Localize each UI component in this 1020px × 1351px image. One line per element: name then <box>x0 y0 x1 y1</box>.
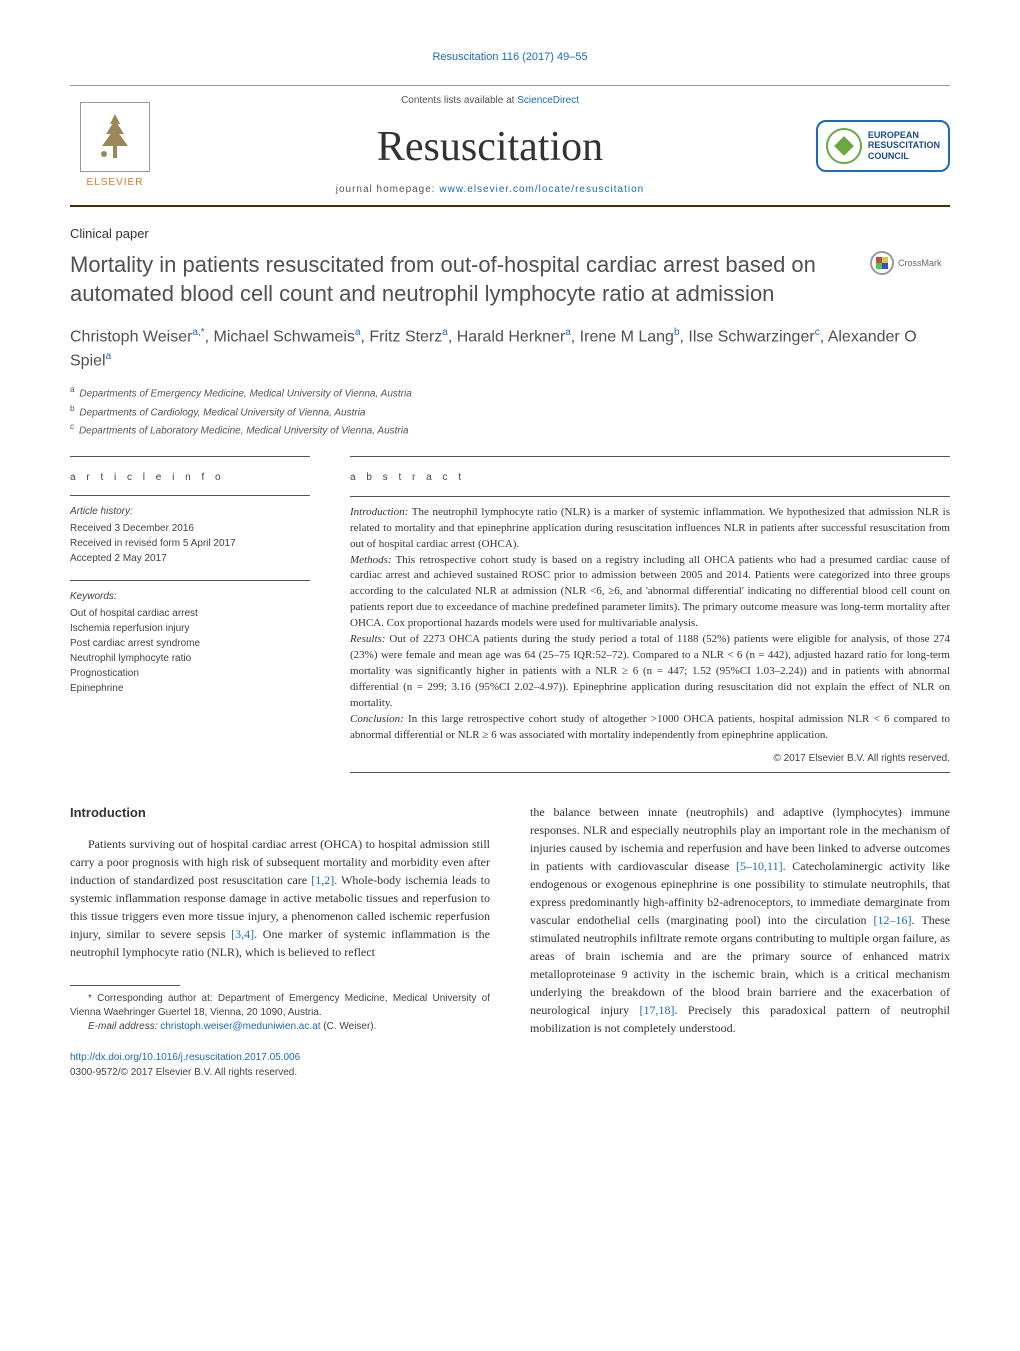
intro-paragraph-1: Patients surviving out of hospital cardi… <box>70 835 490 961</box>
citation-link[interactable]: [1,2] <box>311 873 334 887</box>
methods-text: This retrospective cohort study is based… <box>350 554 950 630</box>
authors-list: Christoph Weisera,*, Michael Schwameisa,… <box>70 325 950 374</box>
doi-link[interactable]: http://dx.doi.org/10.1016/j.resuscitatio… <box>70 1052 300 1063</box>
history-accepted: Accepted 2 May 2017 <box>70 551 310 566</box>
history-revised: Received in revised form 5 April 2017 <box>70 536 310 551</box>
conclusion-text: In this large retrospective cohort study… <box>350 713 950 741</box>
history-received: Received 3 December 2016 <box>70 521 310 536</box>
crossmark-icon <box>870 251 894 275</box>
doi-block: http://dx.doi.org/10.1016/j.resuscitatio… <box>70 1050 490 1080</box>
keywords-heading: Keywords: <box>70 589 310 604</box>
intro-text: The neutrophil lymphocyte ratio (NLR) is… <box>350 506 950 550</box>
journal-title: Resuscitation <box>160 118 820 177</box>
keyword-item: Prognostication <box>70 666 310 681</box>
crossmark-badge[interactable]: CrossMark <box>870 251 950 275</box>
article-info-label: a r t i c l e i n f o <box>70 471 310 485</box>
erc-line3: COUNCIL <box>868 151 940 162</box>
intro-paragraph-2: the balance between innate (neutrophils)… <box>530 803 950 1037</box>
erc-logo: EUROPEAN RESUSCITATION COUNCIL <box>820 94 950 197</box>
citation-link[interactable]: [3,4] <box>231 927 254 941</box>
article-info-panel: a r t i c l e i n f o Article history: R… <box>70 471 310 773</box>
divider <box>350 772 950 773</box>
elsevier-label: ELSEVIER <box>87 176 144 190</box>
corresponding-author: * Corresponding author at: Department of… <box>70 992 490 1020</box>
affiliation-line: c Departments of Laboratory Medicine, Me… <box>70 420 950 438</box>
email-label: E-mail address: <box>88 1021 160 1032</box>
abstract-copyright: © 2017 Elsevier B.V. All rights reserved… <box>350 752 950 767</box>
email-link[interactable]: christoph.weiser@meduniwien.ac.at <box>160 1021 320 1032</box>
keyword-item: Neutrophil lymphocyte ratio <box>70 651 310 666</box>
citation-link[interactable]: [17,18] <box>640 1003 675 1017</box>
abstract-panel: a b s t r a c t Introduction: The neutro… <box>350 471 950 773</box>
conclusion-run-in: Conclusion: <box>350 713 404 725</box>
homepage-line: journal homepage: www.elsevier.com/locat… <box>160 183 820 197</box>
paper-type: Clinical paper <box>70 225 950 243</box>
keyword-item: Post cardiac arrest syndrome <box>70 636 310 651</box>
elsevier-tree-icon <box>80 102 150 172</box>
erc-line2: RESUSCITATION <box>868 140 940 151</box>
intro-run-in: Introduction: <box>350 506 408 518</box>
history-heading: Article history: <box>70 504 310 519</box>
issn-line: 0300-9572/© 2017 Elsevier B.V. All right… <box>70 1067 297 1078</box>
divider <box>70 580 310 581</box>
citation-link[interactable]: [12–16] <box>874 913 912 927</box>
keyword-item: Ischemia reperfusion injury <box>70 621 310 636</box>
erc-line1: EUROPEAN <box>868 130 940 141</box>
sciencedirect-link[interactable]: ScienceDirect <box>517 95 579 106</box>
methods-run-in: Methods: <box>350 554 392 566</box>
keyword-item: Epinephrine <box>70 681 310 696</box>
abstract-label: a b s t r a c t <box>350 471 950 486</box>
top-citation[interactable]: Resuscitation 116 (2017) 49–55 <box>70 50 950 65</box>
body-column-right: the balance between innate (neutrophils)… <box>530 803 950 1080</box>
introduction-heading: Introduction <box>70 803 490 823</box>
journal-homepage-link[interactable]: www.elsevier.com/locate/resuscitation <box>439 184 644 195</box>
divider <box>350 496 950 497</box>
email-suffix: (C. Weiser). <box>320 1021 376 1032</box>
header-center: Contents lists available at ScienceDirec… <box>160 94 820 197</box>
abstract-conclusion: Conclusion: In this large retrospective … <box>350 712 950 744</box>
citation-link[interactable]: [5–10,11] <box>736 859 783 873</box>
affiliations: a Departments of Emergency Medicine, Med… <box>70 383 950 438</box>
abstract-results: Results: Out of 2273 OHCA patients durin… <box>350 632 950 712</box>
affiliation-line: a Departments of Emergency Medicine, Med… <box>70 383 950 401</box>
affiliation-line: b Departments of Cardiology, Medical Uni… <box>70 402 950 420</box>
divider <box>70 456 310 457</box>
contents-line: Contents lists available at ScienceDirec… <box>160 94 820 108</box>
homepage-prefix: journal homepage: <box>336 184 440 195</box>
erc-circle-icon <box>826 128 862 164</box>
divider <box>70 495 310 496</box>
article-title: Mortality in patients resuscitated from … <box>70 251 850 308</box>
crossmark-label: CrossMark <box>898 257 942 270</box>
results-text: Out of 2273 OHCA patients during the stu… <box>350 633 950 709</box>
footnote-separator <box>70 985 180 986</box>
elsevier-logo[interactable]: ELSEVIER <box>70 94 160 197</box>
footnotes: * Corresponding author at: Department of… <box>70 992 490 1034</box>
abstract-intro: Introduction: The neutrophil lymphocyte … <box>350 505 950 553</box>
results-run-in: Results: <box>350 633 385 645</box>
divider <box>350 456 950 457</box>
keyword-item: Out of hospital cardiac arrest <box>70 606 310 621</box>
abstract-methods: Methods: This retrospective cohort study… <box>350 553 950 633</box>
erc-text: EUROPEAN RESUSCITATION COUNCIL <box>868 130 940 162</box>
body-column-left: Introduction Patients surviving out of h… <box>70 803 490 1080</box>
journal-header-band: ELSEVIER Contents lists available at Sci… <box>70 85 950 207</box>
email-line: E-mail address: christoph.weiser@meduniw… <box>70 1020 490 1034</box>
contents-prefix: Contents lists available at <box>401 95 517 106</box>
